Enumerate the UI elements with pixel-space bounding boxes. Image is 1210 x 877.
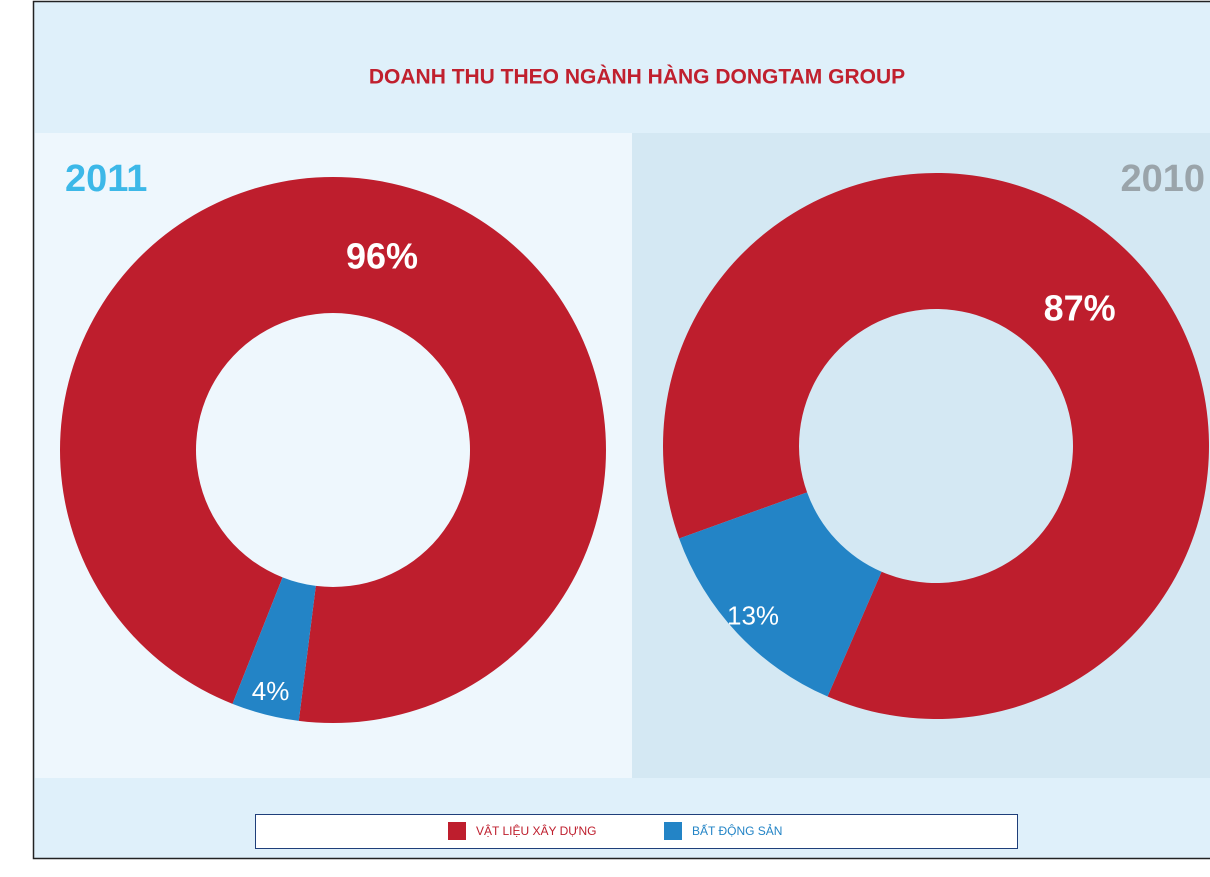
legend-label: VẬT LIỆU XÂY DỰNG — [476, 823, 597, 838]
slice — [679, 492, 882, 697]
panel-title: 2010 — [1120, 158, 1205, 200]
legend-swatch — [448, 822, 466, 840]
legend — [255, 814, 1018, 849]
slice — [232, 577, 316, 721]
data-label: 13% — [727, 601, 779, 631]
chart-title: DOANH THU THEO NGÀNH HÀNG DONGTAM GROUP — [369, 66, 905, 89]
slice — [59, 176, 606, 723]
data-label: 4% — [252, 676, 290, 706]
legend-label: BẤT ĐỘNG SẢN — [692, 823, 782, 838]
legend-swatch — [664, 822, 682, 840]
data-label: 87% — [1044, 288, 1116, 329]
slice — [663, 173, 1209, 720]
data-label: 96% — [346, 236, 418, 277]
panel-title: 2011 — [65, 158, 147, 200]
